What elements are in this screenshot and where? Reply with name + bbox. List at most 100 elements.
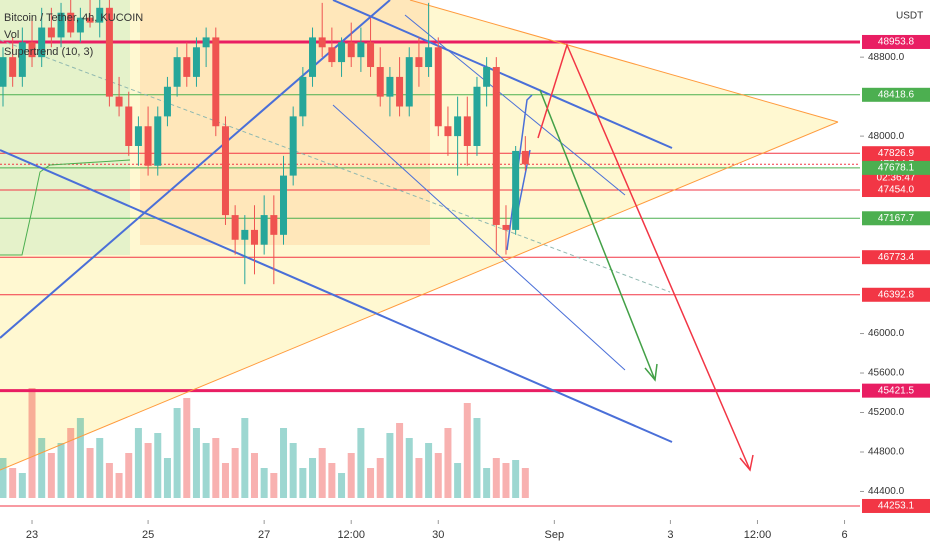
- volume-bar: [328, 463, 336, 498]
- price-label: 47454.0: [878, 185, 915, 196]
- price-label: 45421.5: [878, 385, 915, 396]
- candle-body: [173, 57, 181, 87]
- volume-bar: [9, 468, 17, 498]
- candle-body: [144, 126, 152, 166]
- candle-body: [202, 37, 210, 48]
- volume-bar: [492, 458, 500, 498]
- volume-bar: [415, 458, 423, 498]
- candle-body: [512, 150, 520, 230]
- volume-bar: [144, 443, 152, 498]
- price-axis: [860, 0, 932, 550]
- candle-body: [57, 12, 65, 38]
- trend-line: [332, 0, 673, 149]
- volume-bar: [454, 463, 462, 498]
- candle-body: [309, 37, 317, 77]
- volume-bar: [76, 418, 84, 498]
- candle-body: [483, 67, 491, 87]
- orange-line: [0, 121, 839, 471]
- volume-bar: [86, 448, 94, 498]
- volume-bar: [192, 428, 200, 498]
- price-label: 46392.8: [878, 289, 915, 300]
- volume-bar: [134, 428, 142, 498]
- y-tick-label: 45600.0: [868, 368, 905, 379]
- supertrend: [0, 159, 131, 256]
- candle-body: [463, 116, 471, 146]
- volume-bar: [289, 443, 297, 498]
- x-tick-label: 12:00: [337, 529, 365, 541]
- candle-body: [28, 42, 36, 58]
- y-tick-label: 48000.0: [868, 131, 905, 142]
- candle-body: [221, 126, 229, 216]
- volume-bar: [0, 458, 7, 498]
- trend-line: [0, 149, 673, 443]
- volume-bar: [115, 473, 123, 498]
- volume-bar: [444, 428, 452, 498]
- x-tick-label: 23: [26, 529, 38, 541]
- price-label-bg: [862, 146, 930, 161]
- price-label-bg: [862, 160, 930, 175]
- y-tick-label: 48800.0: [868, 52, 905, 63]
- volume-bar: [163, 458, 171, 498]
- candle-body: [434, 47, 442, 127]
- candle-body: [38, 27, 46, 58]
- x-tick-label: 12:00: [744, 529, 772, 541]
- volume-bar: [386, 433, 394, 498]
- candle-body: [386, 76, 394, 97]
- candle-body: [318, 37, 326, 48]
- trend-line: [332, 104, 626, 371]
- candle-body: [521, 150, 529, 165]
- x-tick-label: 25: [142, 529, 154, 541]
- volume-bar: [57, 443, 65, 498]
- volume-bar: [183, 398, 191, 498]
- candle-body: [260, 215, 268, 245]
- volume-bar: [260, 468, 268, 498]
- x-tick-label: Sep: [545, 529, 565, 541]
- price-label: 47826.9: [878, 148, 915, 159]
- candle-body: [444, 126, 452, 137]
- candle-body: [18, 42, 26, 77]
- price-label-bg: [862, 250, 930, 265]
- price-label: 46773.4: [878, 252, 915, 263]
- price-label-bg: [862, 383, 930, 398]
- volume-bar: [463, 403, 471, 498]
- volume-bar: [96, 438, 104, 498]
- volume-bar: [425, 443, 433, 498]
- x-tick-label: 3: [667, 529, 673, 541]
- candle-body: [492, 67, 500, 225]
- candle-body: [76, 17, 84, 33]
- volume-bar: [502, 463, 510, 498]
- arrow: [539, 89, 656, 381]
- candle-body: [0, 57, 7, 87]
- candle-body: [502, 224, 510, 230]
- x-tick-label: 6: [841, 529, 847, 541]
- arrow-head: [644, 363, 658, 382]
- x-tick-label: 27: [258, 529, 270, 541]
- volume-bar: [483, 468, 491, 498]
- candle-body: [250, 229, 258, 245]
- candles-layer: [0, 0, 529, 285]
- volume-bar: [376, 458, 384, 498]
- legend-entry: Vol: [4, 29, 19, 41]
- volume-bar: [367, 468, 375, 498]
- volume-bar: [47, 453, 55, 498]
- volume-bar: [405, 438, 413, 498]
- candle-body: [289, 116, 297, 176]
- candle-body: [367, 42, 375, 68]
- candle-body: [231, 215, 239, 240]
- candle-body: [425, 47, 433, 68]
- time-axis: [0, 520, 932, 550]
- volume-bar: [202, 443, 210, 498]
- volume-bar: [212, 438, 220, 498]
- volume-bar: [318, 448, 326, 498]
- candle-body: [328, 47, 336, 63]
- countdown: 02:36:47: [877, 172, 916, 183]
- orange-line: [409, 0, 839, 123]
- candle-body: [105, 7, 113, 97]
- volume-bar: [280, 428, 288, 498]
- candle-body: [192, 47, 200, 77]
- volume-bar: [231, 448, 239, 498]
- chart-title: Bitcoin / Tether, 4h, KUCOIN: [4, 12, 143, 24]
- volume-bar: [154, 433, 162, 498]
- volume-bar: [338, 473, 346, 498]
